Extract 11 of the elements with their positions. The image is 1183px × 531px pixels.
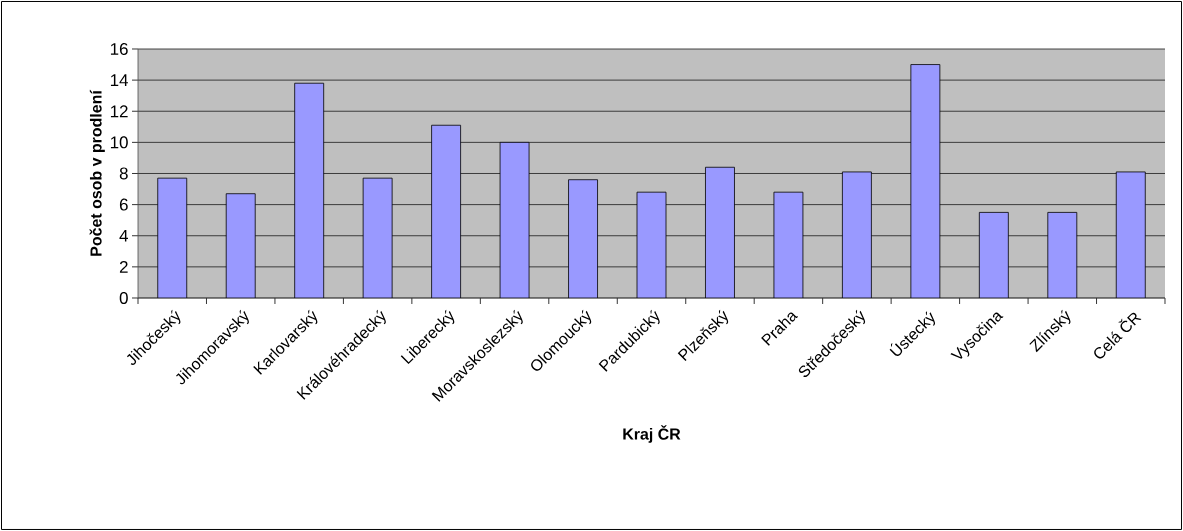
y-tick-label: 10 [110,136,128,149]
y-axis-title: Počet osob v prodlení [89,89,105,256]
y-tick-label: 4 [119,229,128,242]
y-tick-label: 0 [119,291,128,304]
y-tick-label: 14 [110,74,128,86]
y-tick-label: 16 [110,42,128,55]
y-tick-label: 2 [119,260,128,273]
x-axis-title: Kraj ČR [623,425,681,443]
y-tick-label: 12 [110,105,128,118]
y-tick-label: 8 [119,167,128,180]
y-tick-label: 6 [119,198,128,211]
